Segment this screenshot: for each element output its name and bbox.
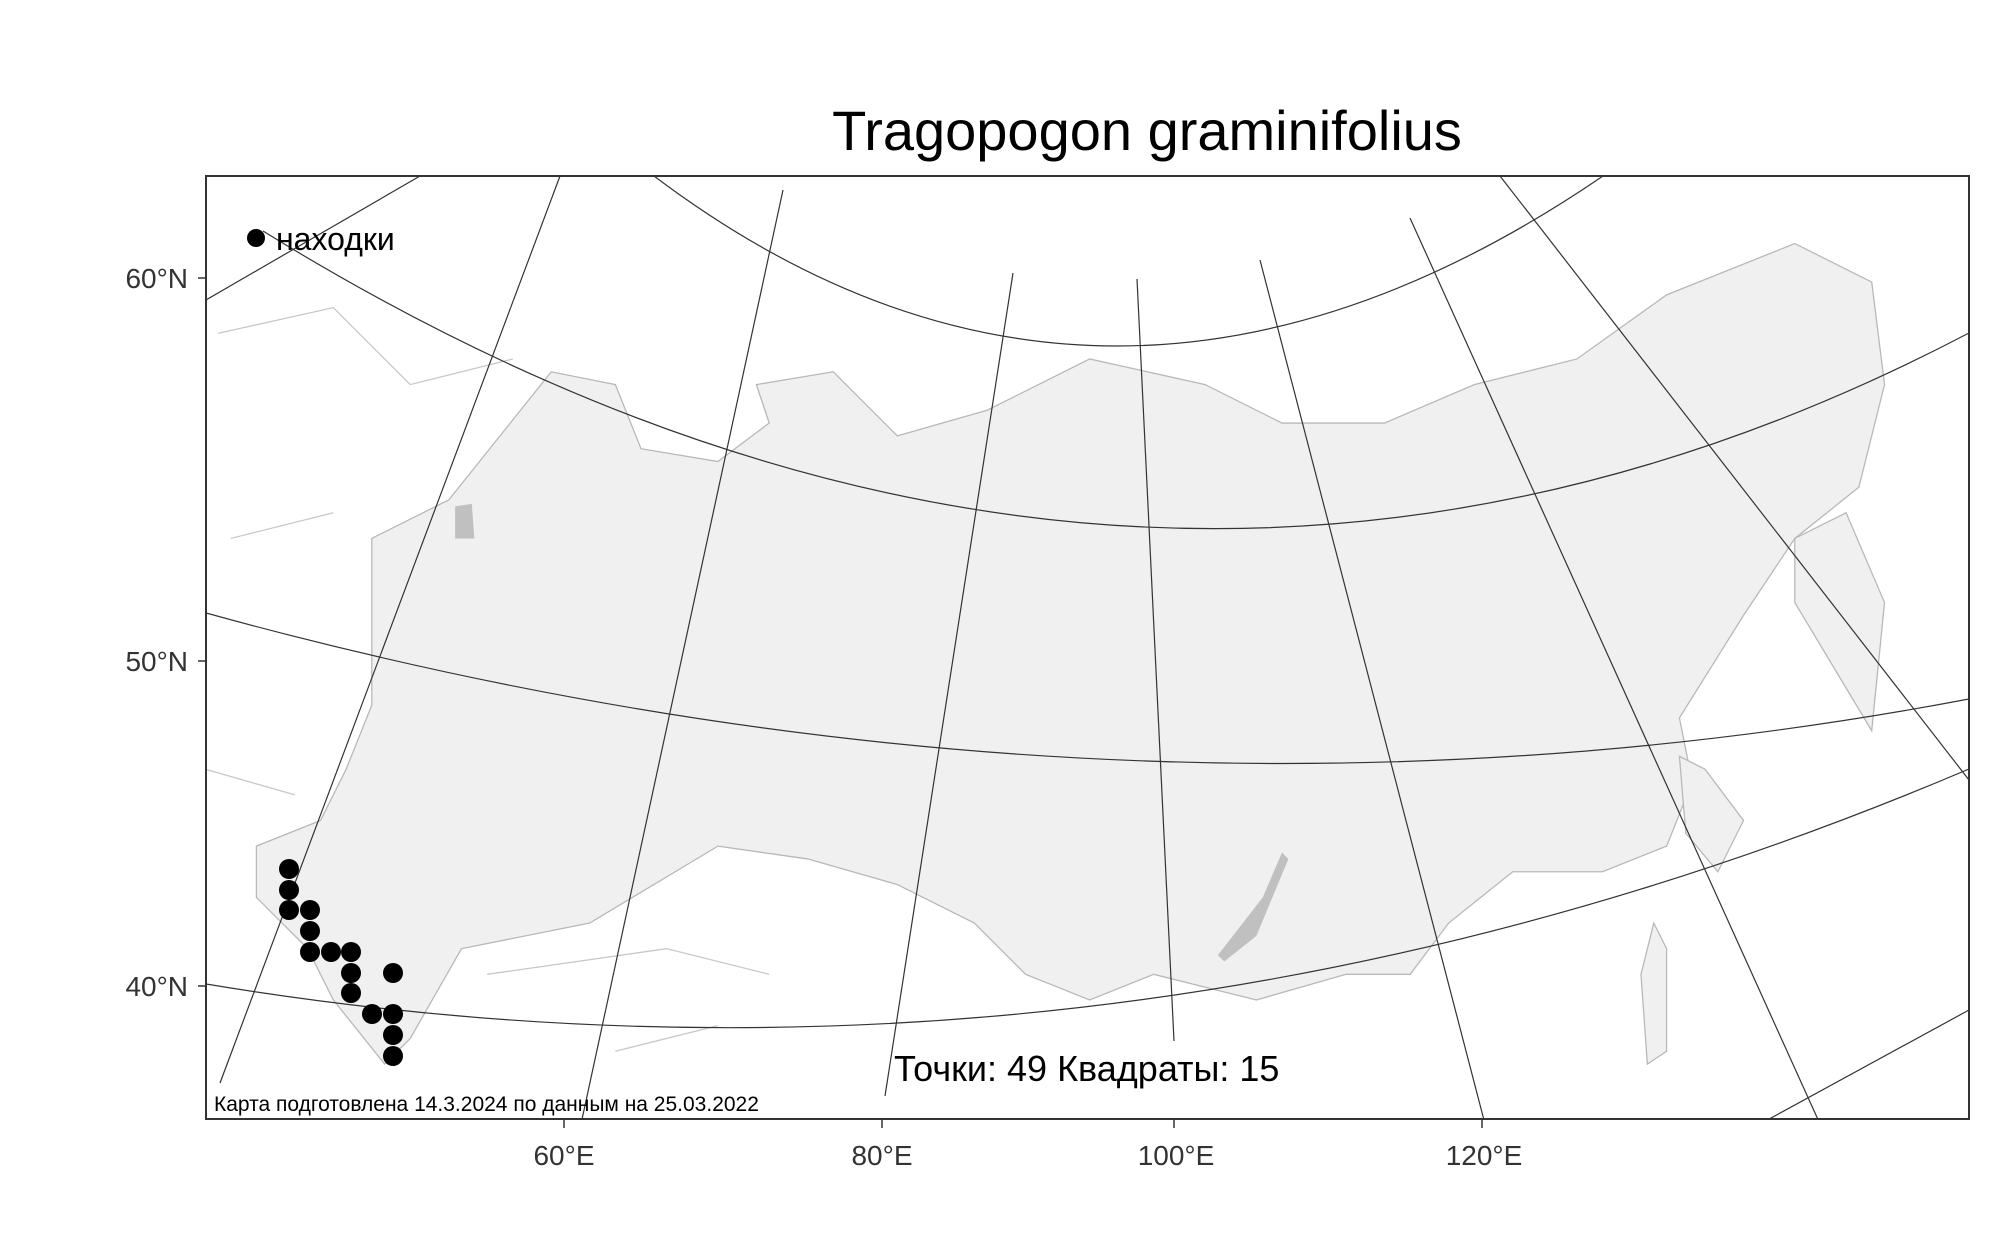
meridian-60e (581, 189, 784, 1119)
occurrence-point (383, 963, 403, 983)
lat-label-60n: 60°N (125, 263, 188, 294)
lon-label-100e: 100°E (1138, 1140, 1215, 1171)
legend-label: находки (276, 221, 395, 257)
occurrence-point (383, 1046, 403, 1066)
graticule (206, 176, 1969, 1119)
occurrence-point (279, 900, 299, 920)
lat-axis: 60°N 50°N 40°N (125, 263, 188, 1002)
meridian-120e (1259, 259, 1485, 1119)
meridian-160e (1499, 176, 1969, 781)
parallel-70n (653, 176, 1604, 347)
lat-label-40n: 40°N (125, 971, 188, 1002)
lon-label-80e: 80°E (851, 1140, 912, 1171)
occurrence-point (300, 900, 320, 920)
occurrence-point (341, 983, 361, 1003)
map-title: Tragopogon graminifolius (832, 99, 1462, 162)
axis-ticks (198, 277, 1483, 1128)
occurrence-point (383, 1025, 403, 1045)
legend-marker (247, 229, 265, 247)
meridian-40e (219, 176, 561, 1084)
map-frame (205, 175, 1970, 1120)
occurrence-point (341, 942, 361, 962)
occurrence-point (341, 963, 361, 983)
occurrence-point (383, 1004, 403, 1024)
footer-note: Карта подготовлена 14.3.2024 по данным н… (214, 1093, 759, 1116)
lon-label-60e: 60°E (533, 1140, 594, 1171)
parallel-50n (206, 612, 1969, 765)
stats-label: Точки: 49 Квадраты: 15 (894, 1048, 1279, 1089)
lon-label-120e: 120°E (1446, 1140, 1523, 1171)
meridian-80e (884, 272, 1014, 1097)
parallel-40n (206, 768, 1969, 1029)
occurrence-point (300, 921, 320, 941)
meridian-100e (1136, 278, 1175, 1042)
occurrence-point (300, 942, 320, 962)
parallel-60n (262, 230, 1969, 530)
occurrence-point (279, 859, 299, 879)
occurrence-point (362, 1004, 382, 1024)
lat-label-50n: 50°N (125, 646, 188, 677)
occurrence-point (321, 942, 341, 962)
lon-axis: 60°E 80°E 100°E 120°E (533, 1140, 1522, 1171)
meridian-140e (1409, 217, 1819, 1119)
land-area (206, 242, 1886, 1066)
occurrence-point (279, 880, 299, 900)
occurrence-points (279, 859, 403, 1066)
